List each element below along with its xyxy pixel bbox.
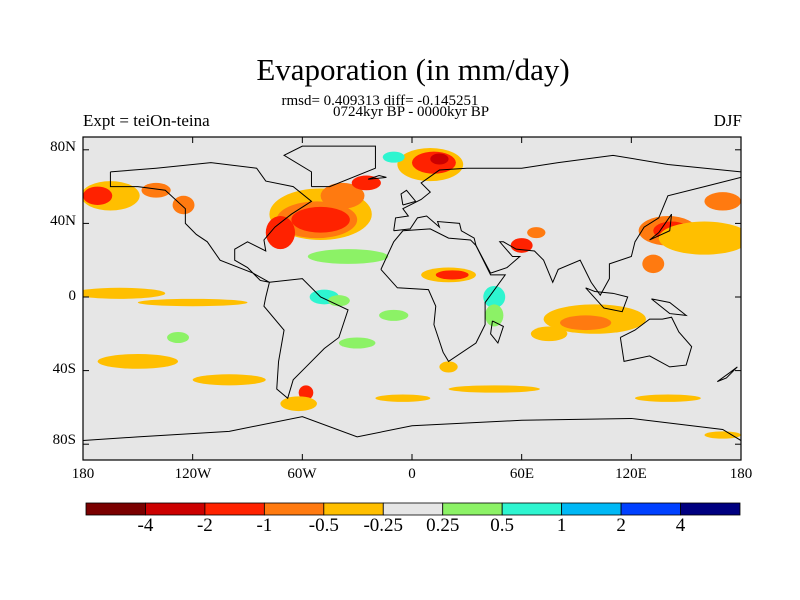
map-background — [83, 137, 741, 460]
anomaly-region — [141, 182, 171, 198]
lon-tick-label: 0 — [408, 466, 416, 482]
lon-tick-label: 180 — [729, 466, 753, 482]
coastline — [263, 278, 349, 400]
experiment-label: Expt = teiOn-teina — [83, 111, 210, 130]
anomaly-region — [435, 270, 469, 280]
anomaly-region — [83, 287, 166, 299]
anomaly-region — [448, 385, 540, 393]
anomaly-region — [338, 337, 376, 349]
coastline — [393, 154, 741, 297]
colorbar-box — [145, 502, 206, 516]
colorbar-box — [442, 502, 503, 516]
anomaly-region — [298, 385, 314, 401]
colorbar-box — [501, 502, 563, 516]
lon-tick-label: 60W — [287, 466, 317, 482]
lat-tick-label: 40S — [52, 361, 76, 377]
lat-tick-label: 80N — [50, 139, 76, 155]
coastline — [83, 416, 741, 442]
anomaly-region — [265, 216, 296, 250]
anomaly-region — [485, 304, 504, 327]
lon-tick-label: 60E — [509, 466, 535, 482]
colorbar-label: 4 — [675, 515, 686, 536]
anomaly-region — [192, 374, 266, 386]
lon-tick-label: 120W — [174, 466, 212, 482]
coastline — [716, 366, 738, 383]
stats-subtitle: rmsd= 0.409313 diff= -0.145251 — [281, 93, 479, 109]
anomaly-region — [704, 192, 741, 211]
season-label: DJF — [713, 111, 742, 130]
anomaly-region — [97, 354, 179, 369]
lat-tick-label: 80S — [52, 432, 76, 448]
lat-tick-label: 40N — [50, 213, 76, 229]
anomaly-region — [167, 331, 190, 344]
anomaly-region — [658, 221, 741, 255]
colorbar-label: -0.25 — [363, 515, 404, 536]
lon-tick-label: 120E — [615, 466, 647, 482]
colorbar-label: -1 — [256, 515, 273, 536]
coastline — [380, 228, 507, 363]
colorbar-label: 2 — [616, 515, 626, 536]
anomaly-region — [280, 396, 317, 412]
colorbar-label: 0.25 — [426, 515, 460, 536]
anomaly-region — [307, 249, 389, 264]
colorbar-label: -4 — [137, 515, 154, 536]
anomaly-region — [320, 182, 365, 209]
colorbar-label: -2 — [196, 515, 213, 536]
anomaly-region — [704, 431, 741, 439]
colorbar-label: 0.5 — [490, 515, 515, 536]
colorbar-box — [204, 502, 265, 516]
coastline — [585, 287, 629, 313]
anomaly-region — [172, 195, 195, 215]
anomaly-region — [351, 175, 381, 191]
coastline — [619, 316, 693, 368]
colorbar-label: 1 — [556, 515, 567, 536]
anomaly-region — [430, 153, 449, 165]
anomaly-region — [530, 326, 568, 342]
anomaly-region — [483, 285, 506, 309]
coastline — [283, 145, 376, 188]
anomaly-region — [291, 206, 350, 233]
colorbar-box — [382, 502, 444, 516]
anomaly-region — [375, 394, 431, 402]
coastline — [109, 162, 313, 283]
colorbar-label: -0.5 — [308, 515, 339, 536]
coastline — [649, 213, 673, 241]
anomaly-region — [327, 295, 350, 307]
colorbar-box — [620, 502, 681, 516]
anomaly-region — [560, 315, 612, 331]
anomaly-region — [642, 254, 665, 274]
anomaly-region — [137, 298, 248, 307]
anomaly-region — [439, 361, 458, 373]
period-subtitle: 0724kyr BP - 0000kyr BP — [332, 104, 490, 120]
lon-tick-label: 180 — [71, 466, 95, 482]
coastline — [490, 320, 504, 345]
chart-title: Evaporation (in mm/day) — [256, 52, 570, 87]
coastline — [400, 189, 417, 206]
anomaly-region — [83, 186, 113, 205]
colorbar-box — [680, 502, 741, 516]
colorbar-box — [561, 502, 622, 516]
coastline — [367, 175, 387, 180]
anomaly-region — [382, 151, 405, 163]
anomaly-region — [379, 309, 409, 321]
anomaly-region — [634, 394, 701, 402]
colorbar-box — [323, 502, 384, 516]
coastline — [651, 298, 688, 317]
anomaly-region — [527, 227, 546, 239]
colorbar-box — [263, 502, 325, 516]
lat-tick-label: 0 — [68, 288, 77, 304]
colorbar-box — [85, 502, 146, 516]
